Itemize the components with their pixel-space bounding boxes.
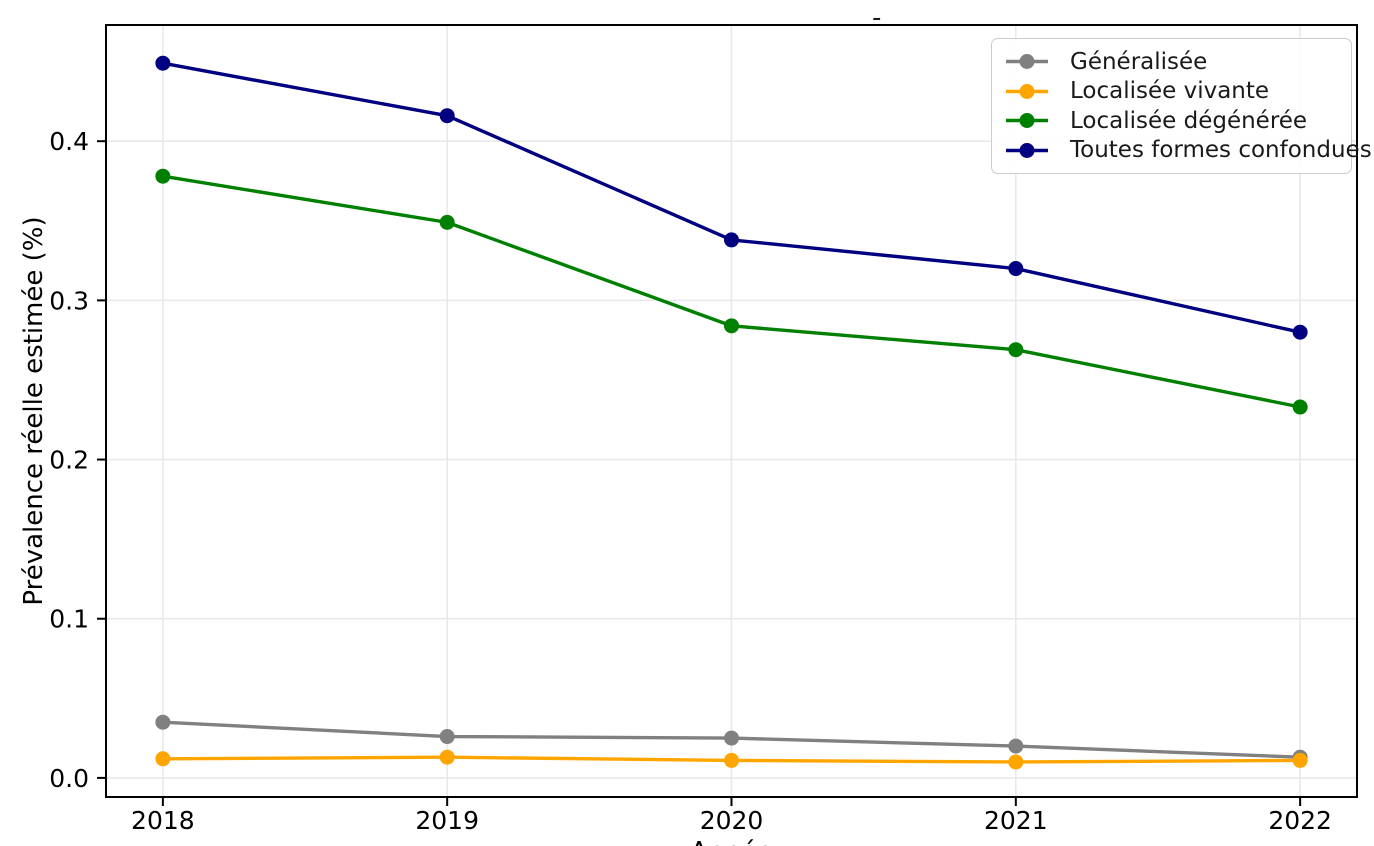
data-point (724, 752, 739, 768)
clipped-title-fragment: - (872, 3, 882, 33)
x-tick-label: 2022 (1268, 806, 1332, 835)
legend-item: Localisée vivante (1005, 77, 1341, 107)
x-tick-label: 2020 (700, 806, 764, 835)
legend-item: Généralisée (1005, 47, 1341, 77)
data-point (155, 168, 171, 184)
data-point (155, 751, 171, 767)
y-axis-label: Prévalence réelle estimée (%) (19, 216, 49, 605)
data-point (439, 108, 455, 124)
x-axis-label: Année (690, 837, 773, 846)
y-tick-label: 0.1 (49, 605, 89, 634)
data-point (724, 318, 739, 334)
legend-label: Localisée vivante (1070, 78, 1270, 105)
data-point (439, 729, 455, 745)
x-tick-label: 2018 (131, 806, 195, 835)
data-point (1292, 752, 1308, 768)
legend-label: Généralisée (1070, 48, 1208, 75)
data-point (1008, 342, 1024, 358)
y-tick-label: 0.3 (49, 286, 89, 315)
data-point (439, 749, 455, 765)
legend-label: Toutes formes confondues (1070, 137, 1372, 164)
data-point (1008, 261, 1024, 277)
x-tick-label: 2021 (984, 806, 1048, 835)
legend-line-marker-icon (1006, 54, 1048, 70)
plot-frame (105, 24, 1358, 798)
y-tick-label: 0.4 (49, 127, 89, 156)
legend-label: Localisée dégénérée (1070, 107, 1308, 134)
legend-item: Localisée dégénérée (1005, 106, 1341, 136)
data-point (155, 55, 171, 71)
data-point (439, 214, 455, 230)
legend-line-marker-icon (1006, 113, 1048, 129)
data-point (1292, 399, 1308, 415)
data-point (724, 730, 739, 746)
data-point (1008, 738, 1024, 754)
y-tick-label: 0.2 (49, 446, 89, 475)
y-tick-label: 0.0 (49, 764, 89, 793)
legend-line-marker-icon (1006, 83, 1048, 99)
data-point (155, 714, 171, 730)
legend-item: Toutes formes confondues (1005, 136, 1372, 166)
x-tick-label: 2019 (415, 806, 479, 835)
data-point (724, 232, 739, 248)
data-point (1292, 324, 1308, 340)
legend-line-marker-icon (1006, 142, 1048, 158)
data-point (1008, 754, 1024, 770)
legend: Généralisée Localisée vivante Localisée dé… (991, 38, 1372, 174)
